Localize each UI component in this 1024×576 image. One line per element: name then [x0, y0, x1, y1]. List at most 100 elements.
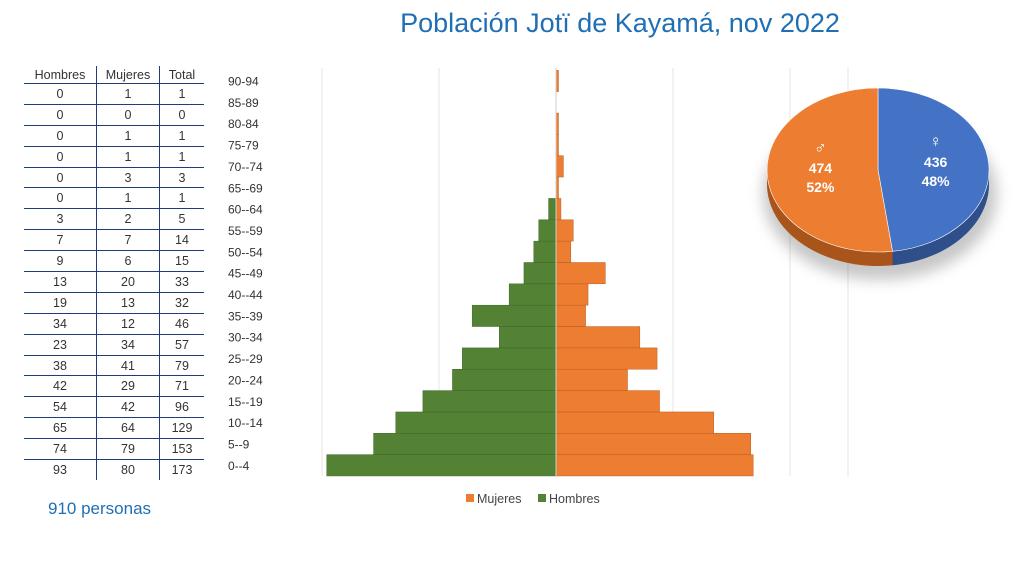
cell-hombres: 93 — [53, 462, 67, 477]
category-label: 60--64 — [228, 203, 263, 217]
cell-mujeres: 0 — [96, 104, 160, 126]
cell-total: 79 — [159, 355, 204, 377]
cell-mujeres: 29 — [96, 375, 160, 398]
table-row: 65 64 129 — [24, 417, 204, 440]
category-label: 15--19 — [228, 395, 263, 409]
cell-mujeres: 13 — [96, 292, 160, 314]
legend-label-mujeres: Mujeres — [477, 492, 521, 506]
cell-hombres: 0 — [24, 83, 97, 105]
legend-swatch-hombres — [538, 494, 546, 502]
category-label: 80-84 — [228, 117, 259, 131]
category-label: 55--59 — [228, 224, 263, 238]
cell-total: 1 — [159, 146, 204, 168]
table-body: 0 1 1 0 0 0 0 1 1 0 1 1 0 3 3 0 1 1 3 2 5 7 7 14 9 6 15 13 20 33 19 13 3… — [24, 83, 204, 480]
cell-mujeres: 42 — [96, 396, 160, 419]
cell-mujeres: 12 — [96, 313, 160, 335]
category-label: 75-79 — [228, 139, 259, 153]
cell-total: 1 — [159, 83, 204, 105]
cell-hombres: 34 — [24, 313, 97, 335]
cell-total: 33 — [159, 271, 204, 293]
cell-hombres: 54 — [24, 396, 97, 419]
table-row: 54 42 96 — [24, 396, 204, 419]
pie-slice — [877, 87, 990, 252]
cell-mujeres: 64 — [96, 417, 160, 440]
pie-label-percent: 52% — [806, 179, 835, 195]
cell-mujeres: 1 — [96, 125, 160, 147]
cell-mujeres: 80 — [96, 459, 160, 480]
category-label: 40--44 — [228, 288, 263, 302]
cell-hombres: 38 — [24, 355, 97, 377]
table-row: 9 6 15 — [24, 250, 204, 273]
cell-total: 3 — [159, 167, 204, 189]
cell-hombres: 0 — [24, 146, 97, 168]
cell-total: 1 — [159, 125, 204, 147]
cell-mujeres: 7 — [96, 229, 160, 252]
pie-side-wall — [892, 170, 989, 266]
category-label: 85-89 — [228, 96, 259, 110]
category-label: 35--39 — [228, 309, 263, 323]
cell-hombres: 0 — [24, 104, 97, 126]
category-label: 45--49 — [228, 267, 263, 281]
table-row: 34 12 46 — [24, 313, 204, 335]
table-row: 38 41 79 — [24, 355, 204, 377]
cell-total: 15 — [159, 250, 204, 273]
cell-mujeres: 6 — [96, 250, 160, 273]
pie-label-percent: 48% — [922, 173, 951, 189]
cell-hombres: 23 — [24, 334, 97, 356]
cell-mujeres: 34 — [96, 334, 160, 356]
cell-hombres: 7 — [24, 229, 97, 252]
cell-total: 96 — [159, 396, 204, 419]
table-row: 23 34 57 — [24, 334, 204, 356]
cell-mujeres: 1 — [96, 146, 160, 168]
category-label: 10--14 — [228, 416, 263, 430]
cell-hombres: 0 — [24, 187, 97, 210]
category-label: 50--54 — [228, 245, 263, 259]
category-label: 70--74 — [228, 160, 263, 174]
table-row: 13 20 33 — [24, 271, 204, 293]
cell-mujeres: 1 — [96, 187, 160, 210]
category-label: 0--4 — [228, 459, 250, 473]
table-row: 93 80 173 — [24, 459, 204, 480]
cell-hombres: 19 — [24, 292, 97, 314]
cell-total: 1 — [159, 187, 204, 210]
cell-hombres: 3 — [24, 208, 97, 231]
cell-total: 173 — [159, 459, 204, 480]
cell-hombres: 42 — [24, 375, 97, 398]
total-persons-label: 910 personas — [48, 499, 152, 518]
pie-label-value: 436 — [924, 154, 948, 170]
table-row: 19 13 32 — [24, 292, 204, 314]
legend-swatch-mujeres — [466, 494, 474, 502]
cell-mujeres: 2 — [96, 208, 160, 231]
cell-hombres: 74 — [24, 438, 97, 461]
cell-total: 71 — [159, 375, 204, 398]
category-label: 25--29 — [228, 352, 263, 366]
category-label: 5--9 — [228, 437, 250, 451]
cell-mujeres: 3 — [96, 167, 160, 189]
legend-label-hombres: Hombres — [549, 492, 600, 506]
pie-label-value: 474 — [809, 160, 833, 176]
cell-total: 0 — [159, 104, 204, 126]
category-label: 30--34 — [228, 331, 263, 345]
cell-total: 57 — [159, 334, 204, 356]
cell-mujeres: 1 — [96, 83, 160, 105]
table-row: 7 7 14 — [24, 229, 204, 252]
header-total: Total — [159, 66, 204, 84]
cell-hombres: 13 — [24, 271, 97, 293]
cell-total: 5 — [159, 208, 204, 231]
pie-label-symbol: ♂ — [814, 138, 827, 157]
category-label: 90-94 — [228, 75, 259, 89]
cell-mujeres: 79 — [96, 438, 160, 461]
pie-side-wall — [767, 170, 893, 266]
cell-hombres: 65 — [24, 417, 97, 440]
cell-total: 129 — [159, 417, 204, 440]
category-label: 65--69 — [228, 181, 263, 195]
header-mujeres: Mujeres — [96, 66, 160, 84]
